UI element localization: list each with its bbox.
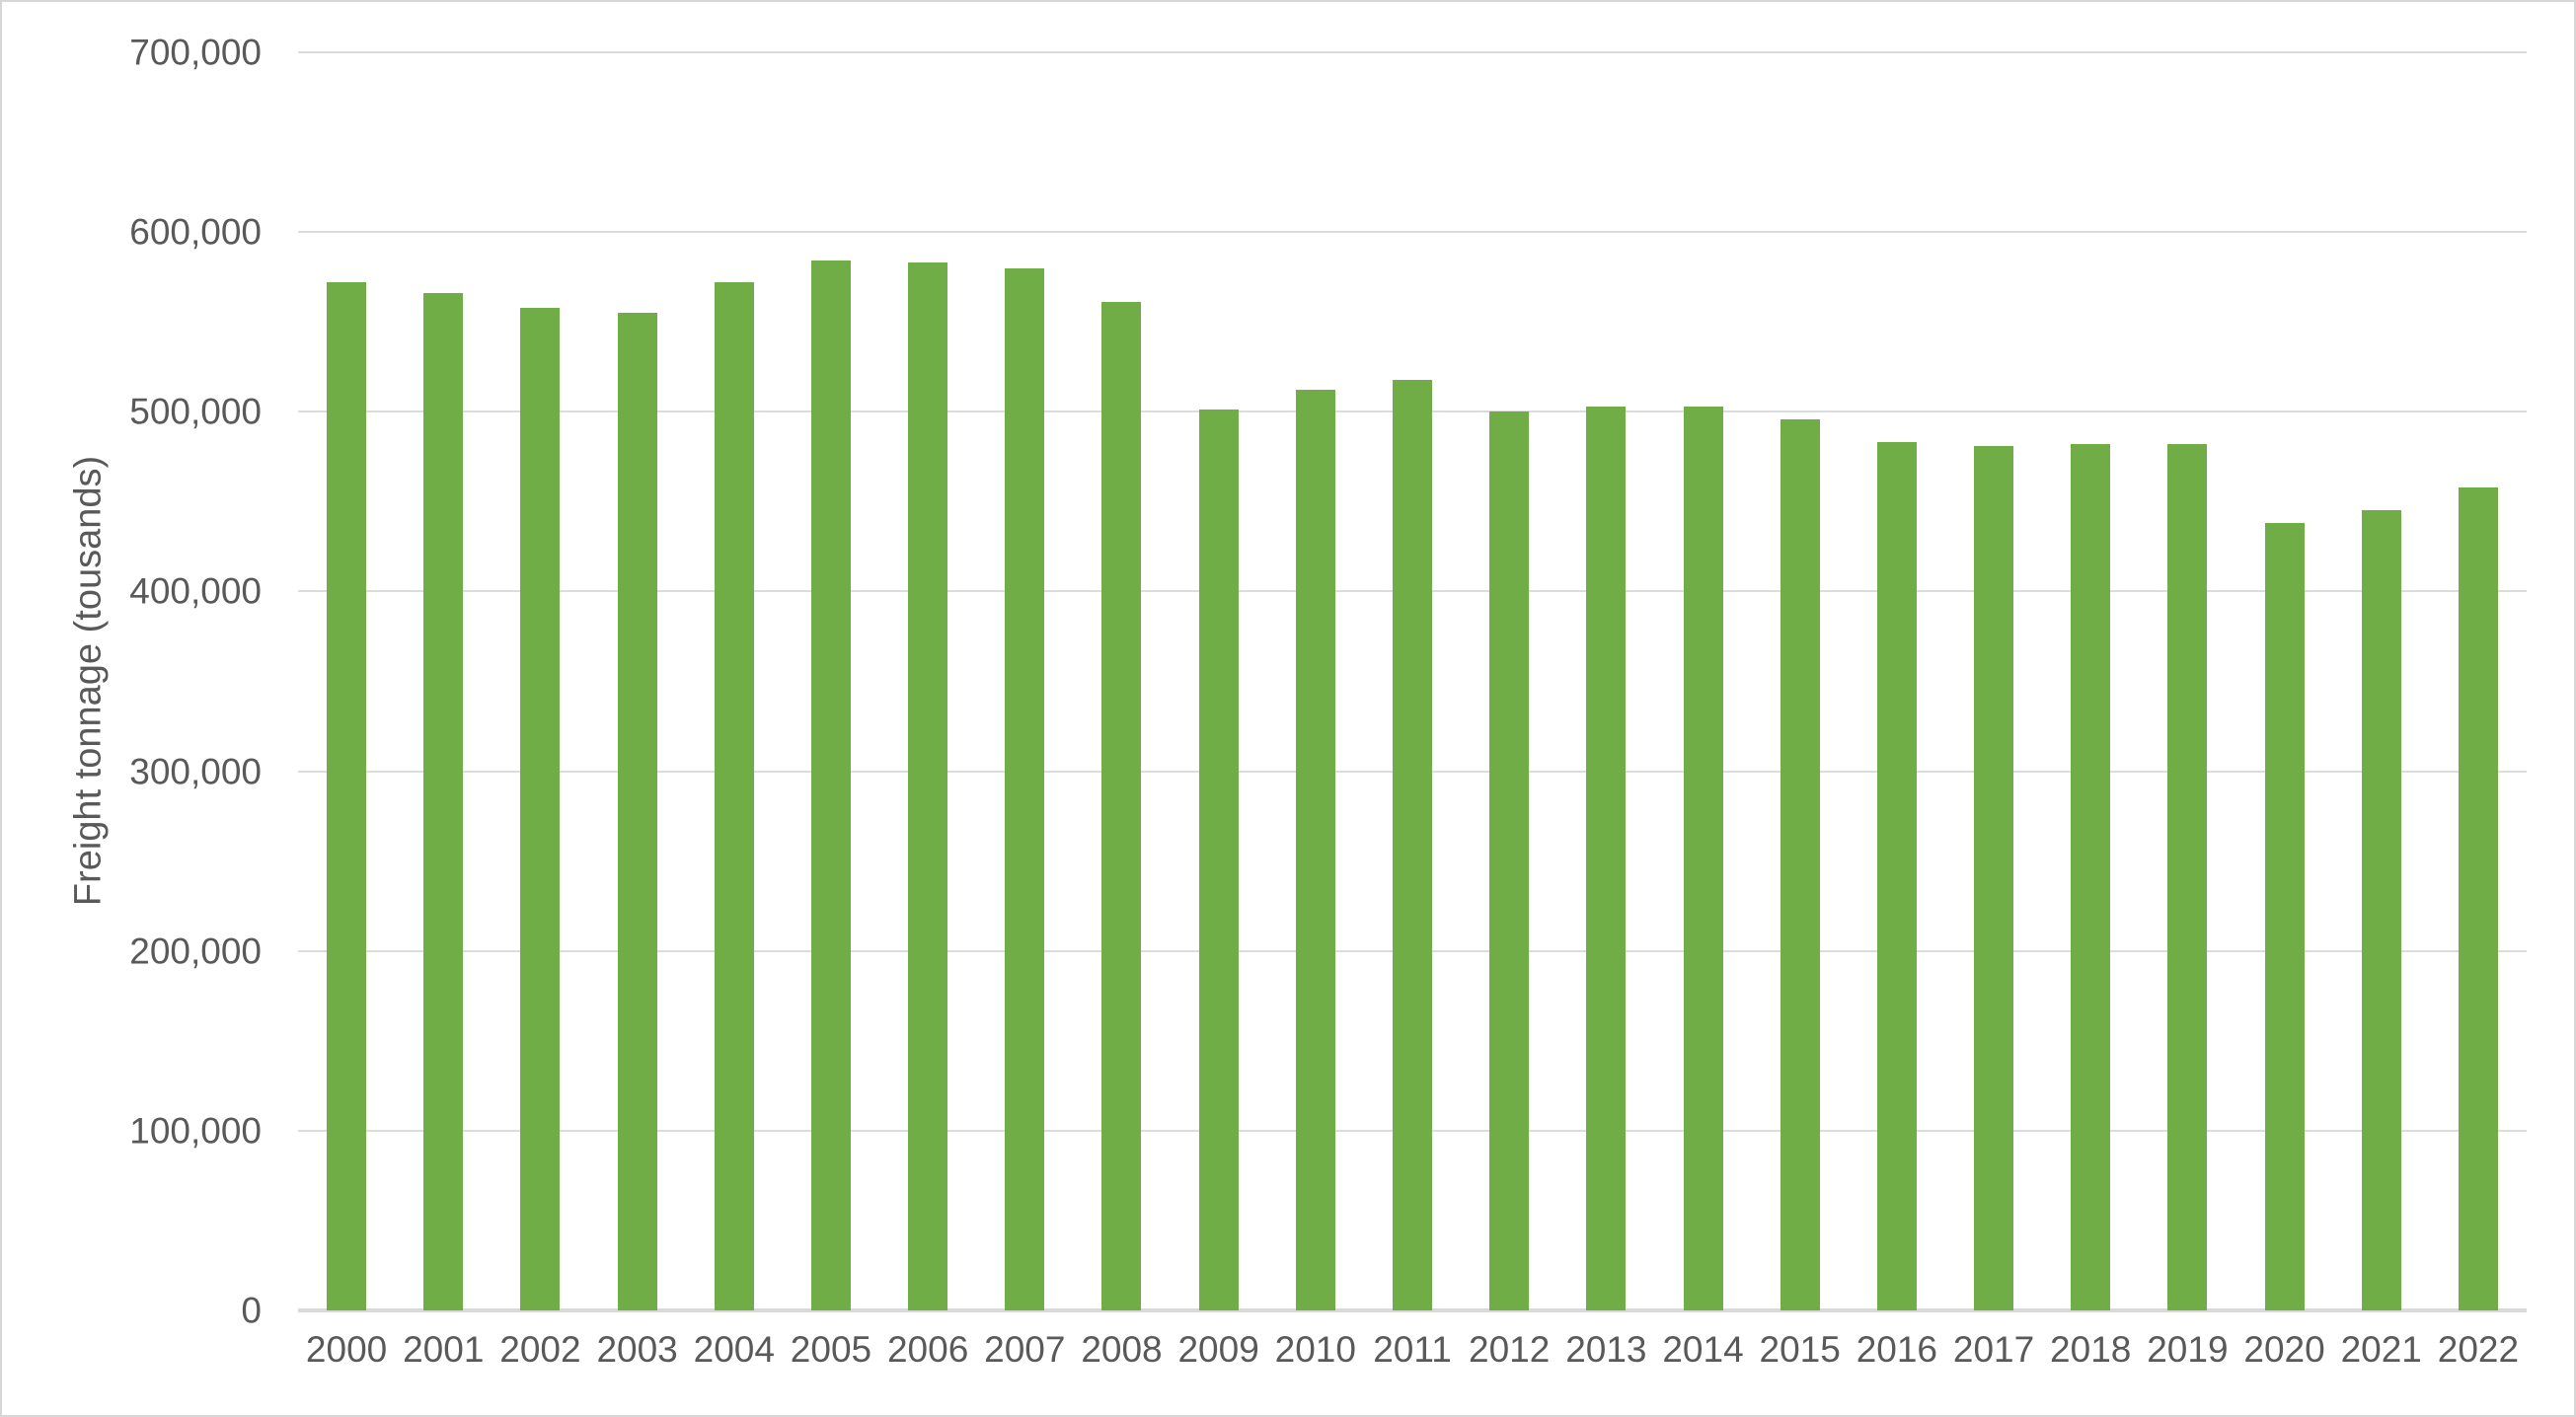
x-tick-label-2016: 2016 [1856,1329,1938,1370]
bar-2021 [2361,510,2401,1310]
bar-2001 [423,293,464,1310]
bar-2019 [2167,444,2208,1310]
bar-2008 [1101,302,1142,1310]
gridline-600000 [298,231,2527,234]
bar-2006 [908,262,948,1310]
x-tick-label-2022: 2022 [2437,1329,2520,1370]
x-tick-label-2005: 2005 [790,1329,872,1370]
bar-2009 [1198,410,1239,1310]
bar-2002 [520,307,561,1310]
bar-2018 [2071,444,2111,1310]
bar-2000 [327,282,367,1310]
y-tick-label: 400,000 [129,570,262,612]
x-tick-label-2015: 2015 [1759,1329,1841,1370]
x-tick-label-2001: 2001 [403,1329,485,1370]
x-tick-label-2009: 2009 [1177,1329,1259,1370]
y-tick-label: 200,000 [129,931,262,972]
y-axis-tick-labels: 0 100,000 200,000 300,000 400,000 500,000 600,… [2,35,262,1329]
bar-2012 [1489,411,1530,1310]
x-tick-label-2003: 2003 [596,1329,678,1370]
bar-2016 [1876,442,1917,1310]
y-tick-label: 500,000 [129,391,262,432]
plot-area [298,51,2527,1312]
x-tick-label-2006: 2006 [886,1329,969,1370]
x-tick-label-2000: 2000 [305,1329,388,1370]
x-tick-label-2008: 2008 [1081,1329,1163,1370]
x-tick-label-2011: 2011 [1373,1329,1452,1370]
x-tick-label-2018: 2018 [2050,1329,2132,1370]
x-tick-label-2004: 2004 [693,1329,775,1370]
y-tick-label: 100,000 [129,1110,262,1152]
x-axis-line [298,1308,2527,1312]
y-tick-label: 600,000 [129,211,262,253]
x-axis-tick-labels: 2000 2001 2002 2003 2004 2005 2006 2007 2008 2009… [298,1328,2527,1378]
bar-2007 [1005,267,1045,1310]
y-tick-label: 700,000 [129,32,262,73]
x-tick-label-2007: 2007 [984,1329,1066,1370]
x-tick-label-2020: 2020 [2243,1329,2325,1370]
x-tick-label-2002: 2002 [499,1329,581,1370]
x-tick-label-2017: 2017 [1952,1329,2035,1370]
y-tick-label: 0 [241,1290,262,1331]
x-tick-label-2014: 2014 [1662,1329,1744,1370]
x-tick-label-2012: 2012 [1469,1329,1551,1370]
bar-2017 [1974,445,2014,1310]
bar-2020 [2264,523,2305,1310]
gridline-700000 [298,51,2527,53]
bar-2014 [1683,406,1723,1310]
x-tick-label-2010: 2010 [1274,1329,1356,1370]
bar-2011 [1393,379,1432,1310]
bar-2010 [1295,390,1335,1310]
bar-2005 [810,261,851,1310]
x-tick-label-2019: 2019 [2147,1329,2229,1370]
x-tick-label-2013: 2013 [1565,1329,1647,1370]
bar-2022 [2458,486,2498,1310]
bar-2004 [714,282,754,1310]
bar-2013 [1586,406,1627,1310]
x-tick-label-2021: 2021 [2340,1329,2422,1370]
bar-2015 [1780,418,1820,1310]
bar-2003 [617,313,657,1310]
y-tick-label: 300,000 [129,751,262,792]
